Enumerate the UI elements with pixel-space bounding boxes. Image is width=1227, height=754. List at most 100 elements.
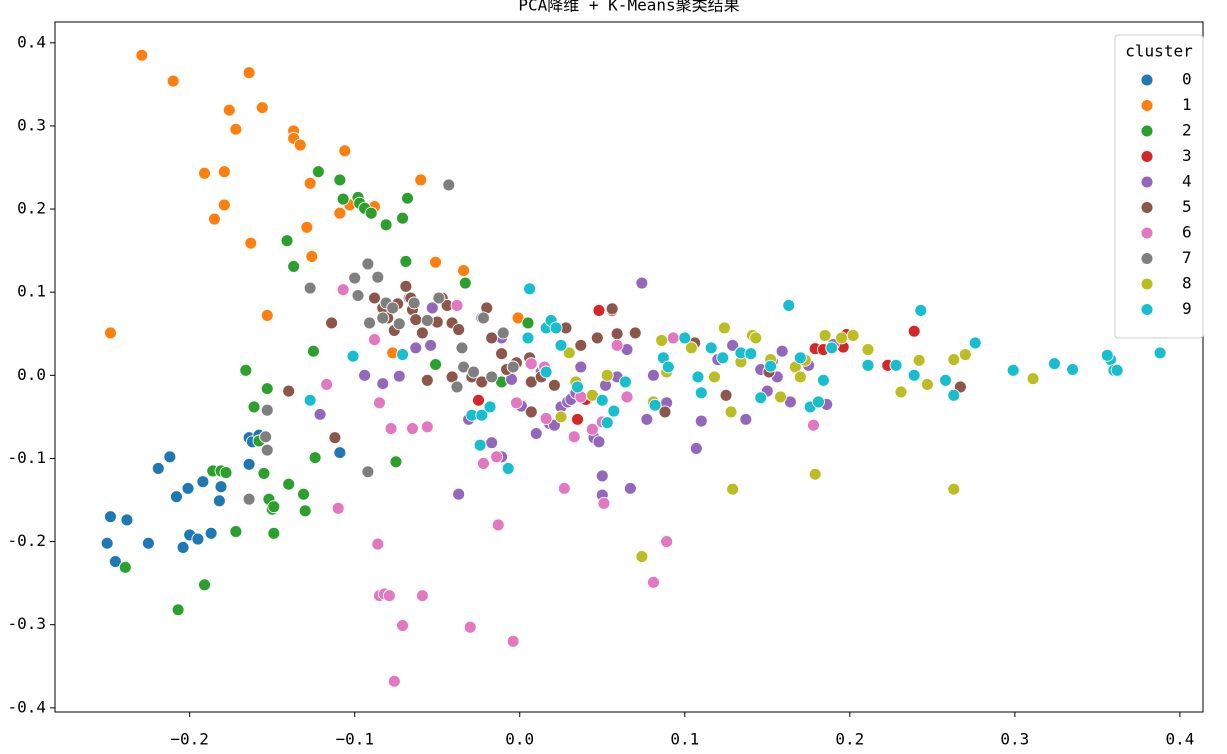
- point: [939, 373, 952, 387]
- point: [282, 477, 296, 491]
- point: [424, 338, 438, 352]
- point: [744, 347, 758, 361]
- point: [389, 455, 403, 469]
- point: [694, 414, 708, 428]
- point: [907, 368, 921, 382]
- point: [420, 313, 434, 327]
- point: [610, 327, 624, 341]
- legend-label: 7: [1182, 248, 1192, 267]
- point: [458, 276, 472, 290]
- point: [539, 412, 553, 425]
- point: [554, 410, 568, 424]
- point: [219, 466, 233, 480]
- point: [303, 281, 317, 295]
- point: [1110, 363, 1124, 377]
- y-tick-label: 0.3: [17, 115, 46, 134]
- point: [409, 313, 423, 327]
- legend-marker: [1140, 303, 1154, 316]
- y-tick-label: 0.1: [17, 282, 46, 301]
- point: [605, 302, 619, 316]
- point: [947, 482, 961, 496]
- point: [595, 393, 609, 407]
- point: [678, 331, 692, 345]
- point: [547, 378, 561, 392]
- point: [726, 482, 740, 496]
- point: [333, 173, 347, 187]
- legend-marker: [1140, 99, 1154, 112]
- point: [807, 418, 820, 432]
- x-tick-label: 0.3: [1000, 730, 1029, 749]
- point: [485, 370, 499, 384]
- point: [336, 283, 350, 297]
- point: [846, 328, 860, 342]
- point: [473, 438, 487, 452]
- x-tick-label: 0.1: [670, 730, 699, 749]
- point: [574, 360, 588, 374]
- point: [661, 360, 675, 374]
- point: [704, 341, 718, 355]
- point: [808, 467, 822, 481]
- point: [485, 436, 499, 450]
- point: [242, 492, 256, 506]
- point: [396, 211, 410, 225]
- point: [557, 481, 571, 495]
- point: [313, 407, 327, 421]
- point: [496, 326, 510, 340]
- point: [260, 443, 274, 457]
- point: [333, 446, 347, 460]
- point: [472, 393, 485, 407]
- point: [379, 218, 393, 232]
- point: [825, 341, 839, 355]
- point: [198, 166, 211, 180]
- y-tick-label: -0.1: [7, 448, 46, 467]
- point: [298, 504, 312, 518]
- point: [475, 408, 489, 422]
- point: [260, 382, 274, 396]
- point: [818, 328, 832, 342]
- point: [450, 380, 464, 394]
- point: [509, 396, 523, 410]
- point: [947, 388, 961, 402]
- point: [467, 365, 480, 379]
- point: [726, 338, 740, 352]
- point: [708, 370, 721, 384]
- point: [361, 257, 375, 271]
- point: [287, 259, 301, 273]
- y-tick-label: -0.2: [7, 531, 46, 550]
- y-tick-label: -0.4: [7, 697, 46, 716]
- point: [476, 456, 490, 470]
- point: [774, 390, 787, 404]
- point: [399, 254, 413, 268]
- legend-label: 3: [1182, 146, 1192, 165]
- point: [590, 331, 604, 345]
- point: [297, 487, 310, 501]
- point: [333, 206, 347, 220]
- point: [571, 380, 584, 394]
- point: [523, 282, 537, 296]
- point: [376, 311, 390, 325]
- point: [361, 465, 375, 479]
- point: [694, 386, 708, 400]
- point: [1153, 346, 1167, 360]
- point: [476, 311, 490, 325]
- x-tick-label: 0.0: [505, 730, 534, 749]
- point: [320, 378, 334, 391]
- point: [684, 341, 698, 355]
- point: [244, 236, 258, 250]
- point: [495, 347, 509, 361]
- point: [607, 404, 621, 418]
- point: [196, 475, 210, 489]
- legend-marker: [1140, 73, 1154, 87]
- point: [524, 405, 538, 419]
- point: [689, 442, 703, 455]
- point: [255, 101, 269, 115]
- point: [764, 359, 778, 373]
- point: [574, 338, 588, 352]
- point: [592, 435, 606, 449]
- point: [571, 412, 584, 426]
- point: [259, 430, 273, 444]
- point: [1026, 372, 1040, 386]
- point: [351, 289, 365, 302]
- point: [620, 390, 634, 404]
- point: [861, 358, 875, 372]
